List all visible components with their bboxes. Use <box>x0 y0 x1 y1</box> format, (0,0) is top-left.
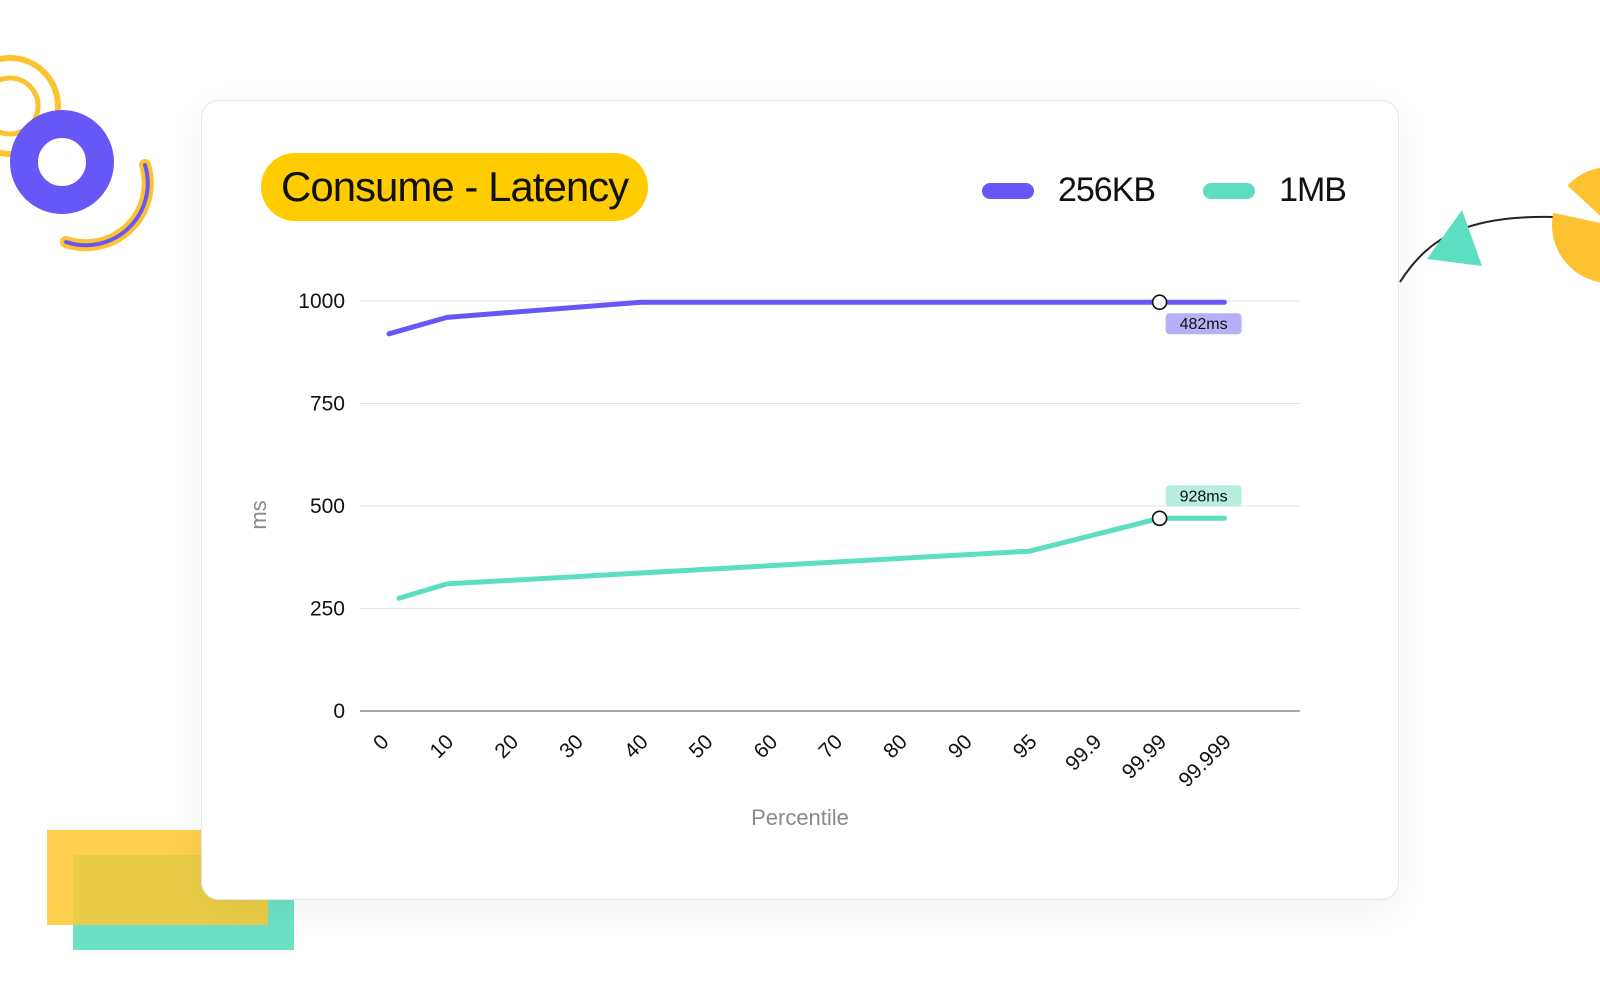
y-axis-ticks: 0 250 500 750 1000 <box>298 290 345 723</box>
legend-label-256kb: 256KB <box>1057 171 1156 209</box>
annotation-label: 928ms <box>1180 488 1228 505</box>
x-tick-label: 60 <box>750 730 783 763</box>
series-marker[interactable] <box>1151 510 1168 527</box>
x-axis-ticks: 0 10 20 30 40 50 60 70 80 90 95 99.9 99.99 99.999 <box>369 730 1236 792</box>
legend-item-1mb[interactable]: 1MB <box>1203 171 1347 210</box>
x-tick-label: 99.99 <box>1118 730 1171 783</box>
x-tick-label: 0 <box>369 730 394 755</box>
x-tick-label: 30 <box>555 730 588 763</box>
legend-swatch-1mb <box>1203 182 1256 199</box>
series-lines <box>386 299 1227 601</box>
gridlines <box>360 300 1300 712</box>
series-line-1mb <box>396 515 1227 601</box>
annotation-badge <box>1165 313 1242 335</box>
annotations: 482ms 928ms <box>1151 294 1242 527</box>
y-tick-label: 750 <box>310 393 345 416</box>
decorative-circles <box>0 55 154 252</box>
chart-card: Consume - Latency 256KB 1MB 0 250 500 750 10… <box>201 100 1399 900</box>
annotation-badge <box>1165 485 1242 507</box>
line-chart: 0 250 500 750 1000 0 10 20 30 40 50 60 70 80 90 95 99.9… <box>246 290 1300 830</box>
series-marker[interactable] <box>1151 294 1168 311</box>
y-axis-title: ms <box>246 500 271 529</box>
x-tick-label: 90 <box>944 730 977 763</box>
chart-title: Consume - Latency <box>261 153 649 221</box>
legend-swatch-256kb <box>981 182 1034 199</box>
annotation-label: 482ms <box>1180 316 1228 333</box>
x-tick-label: 95 <box>1009 730 1042 763</box>
series-line-256kb <box>386 299 1227 337</box>
x-tick-label: 70 <box>814 730 847 763</box>
y-tick-label: 500 <box>310 495 345 518</box>
x-tick-label: 40 <box>620 730 653 763</box>
x-tick-label: 50 <box>685 730 718 763</box>
chart-legend: 256KB 1MB <box>934 171 1347 210</box>
y-tick-label: 1000 <box>298 290 345 313</box>
legend-label-1mb: 1MB <box>1279 171 1347 209</box>
x-tick-label: 10 <box>426 730 459 763</box>
x-tick-label: 20 <box>490 730 523 763</box>
y-tick-label: 0 <box>333 700 345 723</box>
x-tick-label: 99.999 <box>1174 730 1236 792</box>
x-tick-label: 99.9 <box>1061 730 1106 775</box>
x-axis-title: Percentile <box>751 805 849 830</box>
decorative-shapes-right <box>1399 160 1600 283</box>
x-tick-label: 80 <box>879 730 912 763</box>
legend-item-256kb[interactable]: 256KB <box>981 171 1156 210</box>
y-tick-label: 250 <box>310 598 345 621</box>
